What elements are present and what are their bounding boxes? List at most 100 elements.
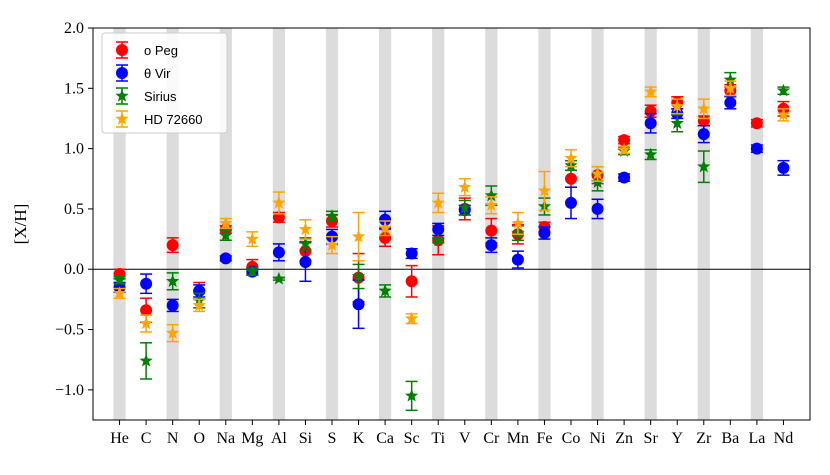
x-tick-label: Ca — [376, 430, 394, 447]
legend: o Peg θ Vir Sirius HD 72660 — [101, 32, 228, 134]
data-point — [405, 311, 419, 325]
data-point — [485, 224, 498, 237]
data-point — [325, 238, 339, 251]
data-point — [379, 213, 392, 226]
x-axis-ticks: He C N O Na Mg Al Si S K Ca Sc Ti V Cr Mn Fe Co Ni Zn Sr Y Zr B… — [110, 420, 793, 447]
data-point — [166, 239, 179, 252]
data-point — [644, 84, 658, 98]
y-axis-ticks: −1.0 −0.5 0.0 0.5 1.0 1.5 2.0 — [55, 20, 93, 399]
data-point — [166, 274, 180, 287]
data-point — [618, 171, 631, 184]
y-tick-label: 1.0 — [64, 141, 84, 158]
data-point — [723, 72, 737, 86]
data-point — [298, 222, 313, 236]
data-point — [537, 183, 552, 197]
x-tick-label: Si — [299, 430, 313, 447]
x-tick-label: La — [748, 430, 765, 447]
data-point — [484, 188, 498, 202]
x-tick-label: Fe — [536, 430, 552, 447]
data-point — [166, 326, 180, 339]
data-point — [564, 151, 578, 164]
data-point — [272, 246, 285, 259]
x-tick-label: Mg — [241, 430, 263, 447]
data-point — [245, 232, 259, 245]
data-point — [325, 209, 339, 222]
data-point — [219, 228, 233, 242]
legend-box — [101, 32, 228, 134]
x-tick-label: Ti — [431, 430, 445, 447]
data-point — [351, 269, 366, 283]
legend-marker — [116, 44, 128, 56]
data-point — [750, 142, 763, 155]
x-tick-label: Co — [562, 430, 581, 447]
data-point — [485, 239, 498, 252]
data-point — [618, 134, 631, 147]
series-layer — [112, 71, 791, 412]
shaded-band — [591, 28, 604, 420]
data-point — [565, 172, 577, 185]
x-tick-label: Na — [216, 430, 235, 447]
data-point — [776, 83, 791, 97]
x-tick-label: Al — [271, 430, 288, 447]
data-point — [378, 221, 392, 234]
x-tick-label: Cr — [483, 430, 500, 447]
data-point — [405, 247, 418, 260]
data-point — [139, 353, 153, 367]
data-point — [617, 142, 631, 156]
x-tick-label: Y — [671, 430, 683, 447]
x-tick-label: Sc — [404, 430, 420, 447]
x-tick-label: Sr — [644, 430, 659, 447]
y-tick-label: 0.0 — [64, 261, 84, 278]
data-point — [670, 99, 684, 113]
x-tick-label: Ba — [721, 430, 739, 447]
data-point — [776, 107, 791, 121]
data-point — [192, 298, 206, 312]
data-point — [484, 198, 498, 211]
data-point — [511, 216, 525, 230]
data-point — [431, 233, 445, 246]
data-point — [431, 195, 445, 209]
data-point — [272, 195, 286, 209]
shaded-band — [272, 28, 285, 420]
x-tick-label: Ni — [590, 430, 607, 447]
data-point — [219, 252, 232, 265]
data-point — [511, 253, 524, 266]
data-point — [432, 223, 445, 236]
y-tick-label: −0.5 — [55, 322, 84, 339]
shaded-band — [750, 28, 763, 420]
data-point — [405, 275, 418, 288]
x-tick-label: Zr — [696, 430, 712, 447]
series-3 — [112, 80, 791, 343]
data-point — [777, 161, 790, 174]
x-tick-label: O — [193, 430, 205, 447]
x-tick-label: C — [141, 430, 152, 447]
data-point — [140, 277, 153, 290]
data-point — [458, 180, 472, 193]
data-point — [351, 229, 366, 243]
data-point — [723, 81, 737, 94]
data-point — [112, 286, 127, 300]
data-point — [670, 116, 684, 129]
legend-marker — [115, 89, 129, 102]
legend-label: θ Vir — [144, 66, 171, 81]
legend-marker — [115, 112, 129, 125]
y-tick-label: −1.0 — [55, 382, 84, 399]
data-point — [299, 255, 312, 268]
data-point — [697, 159, 711, 173]
data-point — [538, 227, 551, 240]
data-point — [298, 236, 313, 250]
data-point — [140, 304, 153, 317]
data-point — [458, 200, 472, 214]
data-point — [139, 316, 153, 330]
legend-label: Sirius — [144, 89, 177, 104]
data-point — [750, 117, 763, 130]
data-point — [166, 299, 179, 312]
data-point — [724, 96, 737, 109]
legend-label: o Peg — [144, 43, 178, 58]
x-tick-label: He — [110, 430, 129, 447]
legend-marker — [116, 67, 128, 79]
x-tick-label: S — [328, 430, 337, 447]
y-tick-label: 1.5 — [64, 80, 84, 97]
data-point — [352, 298, 365, 311]
y-axis-label: [X/H] — [11, 204, 30, 245]
